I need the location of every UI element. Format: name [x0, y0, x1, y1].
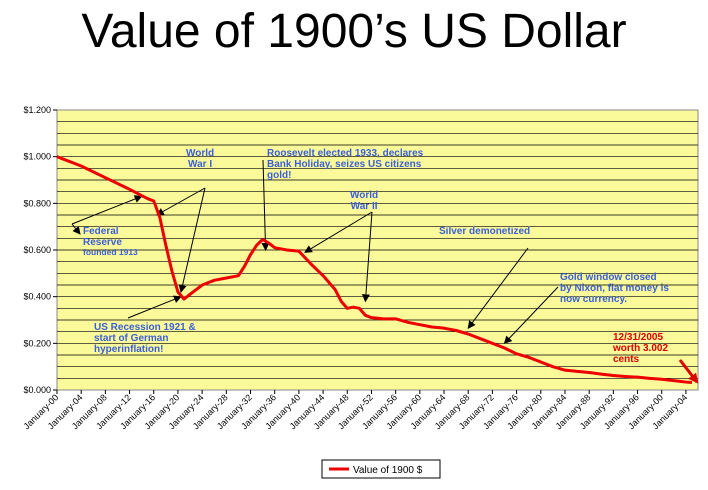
annotation-line: World [186, 148, 215, 159]
annotation-line: Roosevelt elected 1933, declares [267, 148, 424, 159]
y-tick-label: $0.400 [23, 292, 51, 302]
y-tick-label: $0.200 [23, 338, 51, 348]
annotation-line: worth 3.002 [613, 343, 669, 354]
y-tick-label: $1.200 [23, 105, 51, 115]
series-line [56, 155, 693, 385]
annotation-world-war-1: World War I [186, 148, 214, 170]
annotation-arrow [155, 187, 206, 216]
y-tick-label: $0.800 [23, 198, 51, 208]
y-tick-label: $0.000 [23, 385, 51, 395]
annotation-line: 12/31/2005 [613, 332, 664, 343]
legend: Value of 1900 $ [321, 459, 441, 479]
annotation-line: War II [350, 201, 378, 212]
annotation-arrow [127, 295, 182, 319]
annotation-line: US Recession 1921 & [94, 322, 196, 333]
annotation-line: hyperinflation! [94, 344, 164, 355]
annotation-2005-callout: 12/31/2005 worth 3.002 cents [613, 332, 668, 365]
grid-lines [57, 121, 698, 379]
annotation-line: Reserve [83, 237, 122, 248]
annotation-arrow [71, 195, 143, 225]
y-axis-ticks: $0.000 $0.200 $0.400 $0.600 $0.800 $1.000 $1.2… [23, 105, 57, 395]
x-axis-ticks: January-00January-04January-08January-12… [22, 390, 689, 431]
series-layer [56, 155, 693, 385]
annotation-federal-reserve: Federal Reserve founded 1913 [83, 226, 138, 257]
annotation-line: World [350, 190, 379, 201]
annotation-arrow [678, 359, 699, 384]
annotation-arrow [361, 211, 373, 303]
y-tick-label: $1.000 [23, 152, 51, 162]
annotation-arrow [178, 187, 206, 293]
legend-box [321, 459, 441, 479]
annotation-line: now currency. [560, 294, 628, 305]
annotation-silver: Silver demonetized [439, 226, 530, 237]
annotation-roosevelt: Roosevelt elected 1933, declares Bank Ho… [267, 148, 423, 181]
annotation-line: by Nixon, fiat money is [560, 283, 669, 294]
annotation-arrow [304, 211, 373, 253]
annotation-line: founded 1913 [83, 247, 138, 257]
annotation-line: cents [613, 354, 640, 365]
page-title: Value of 1900’s US Dollar [81, 5, 627, 58]
annotation-line: start of German [94, 333, 169, 344]
annotation-arrows [71, 159, 699, 384]
annotation-line: Silver demonetized [439, 226, 531, 237]
annotation-world-war-2: World War II [350, 190, 378, 212]
annotation-line: Federal [83, 226, 119, 237]
annotation-recession: US Recession 1921 & start of German hype… [94, 322, 196, 355]
annotation-line: gold! [267, 170, 292, 181]
annotation-arrow [467, 247, 529, 329]
annotation-gold-window: Gold window closed by Nixon, fiat money … [560, 272, 669, 305]
annotation-arrow [71, 223, 81, 235]
annotation-line: Gold window closed [560, 272, 657, 283]
annotation-arrow [261, 159, 270, 251]
legend-label: Value of 1900 $ [353, 465, 423, 476]
annotation-line: Bank Holiday, seizes US citizens [267, 159, 422, 170]
annotation-arrow [503, 286, 559, 345]
y-tick-label: $0.600 [23, 245, 51, 255]
annotation-line: War I [188, 159, 213, 170]
